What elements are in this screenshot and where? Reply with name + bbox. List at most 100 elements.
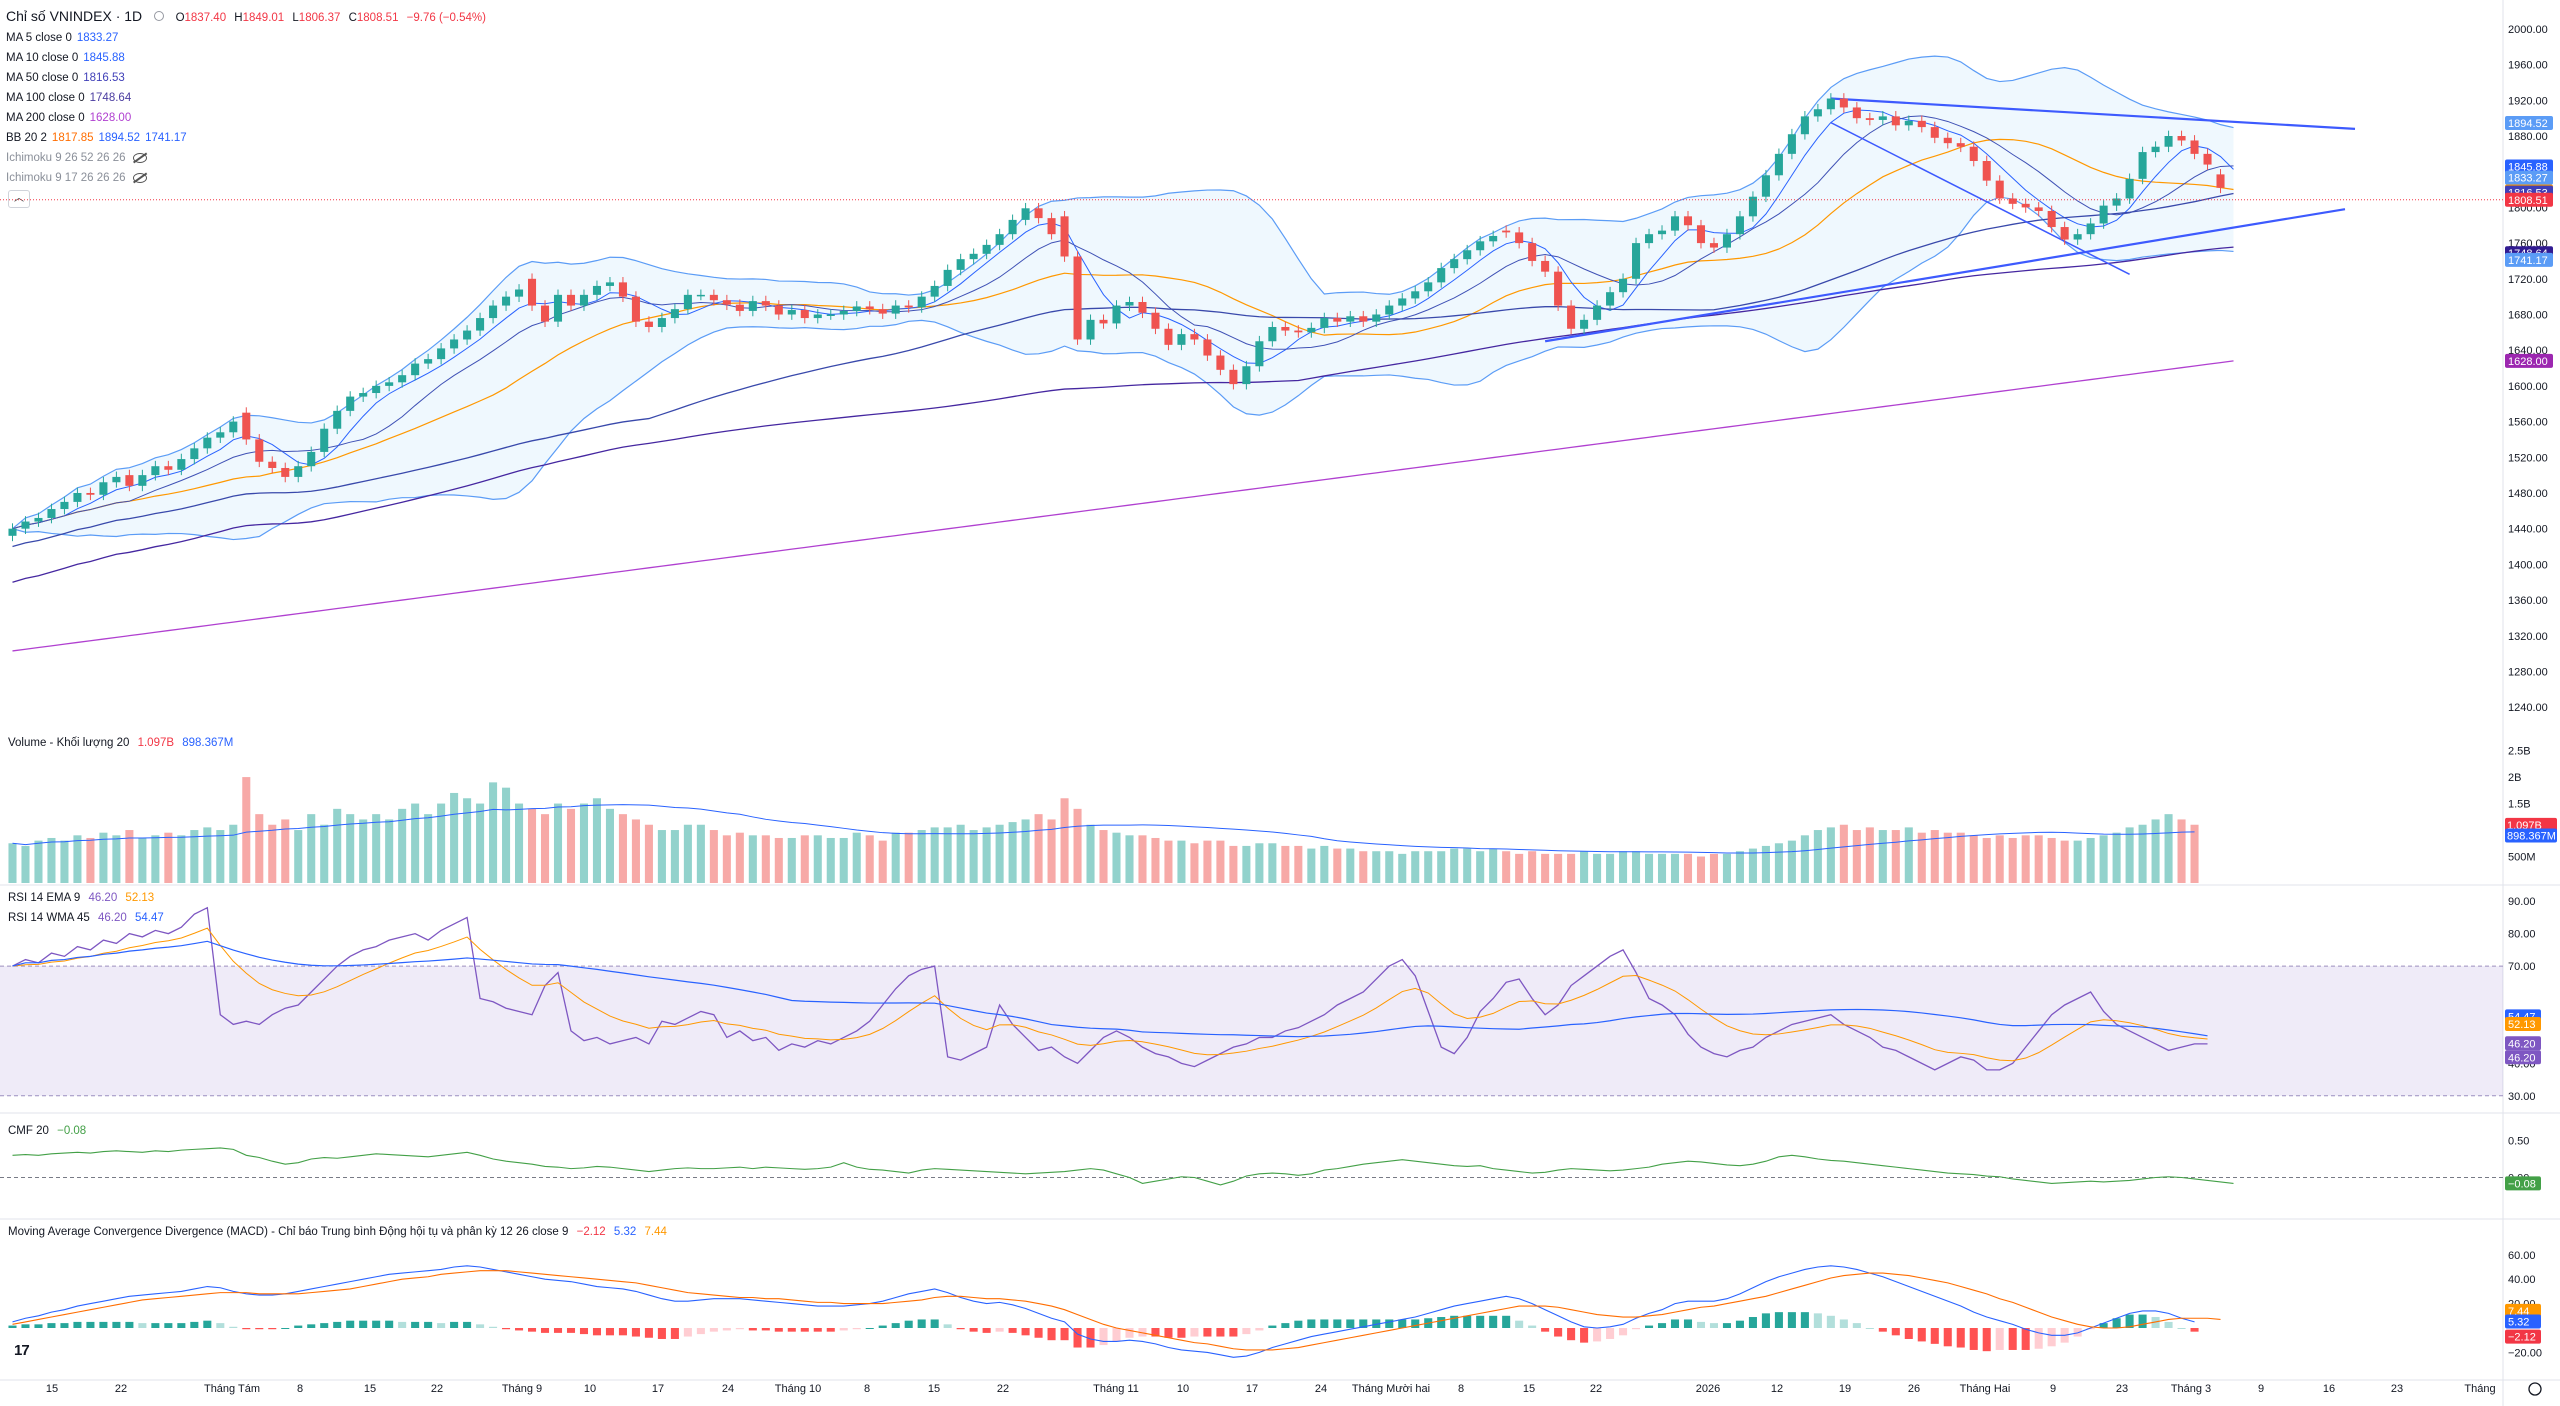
price-axis-label: 1880.00: [2508, 131, 2548, 143]
candle-body: [1878, 116, 1887, 120]
macd-histogram-bar: [1372, 1319, 1381, 1328]
macd-histogram-bar: [1476, 1315, 1485, 1328]
indicator-row[interactable]: MA 5 close 0 1833.27: [6, 28, 491, 48]
candle-body: [73, 492, 82, 502]
macd-histogram-bar: [709, 1328, 718, 1332]
rsi-tag: [2505, 1050, 2541, 1065]
volume-bar: [644, 824, 653, 883]
macd-histogram-bar: [618, 1328, 627, 1336]
rsi-tag: [2505, 1017, 2541, 1032]
candle-body: [1632, 243, 1641, 279]
macd-histogram-bar: [437, 1323, 446, 1328]
macd-histogram-bar: [1826, 1315, 1835, 1328]
indicator-row[interactable]: MA 50 close 0 1816.53: [6, 68, 491, 88]
candle-body: [1437, 268, 1446, 283]
volume-bar: [177, 835, 186, 883]
cmf-line: [12, 1147, 2234, 1186]
candle-body: [1567, 305, 1576, 329]
date-axis-label: 10: [1177, 1383, 1189, 1395]
macd-histogram-bar: [2086, 1328, 2095, 1330]
volume-bar: [1800, 835, 1809, 883]
volume-bar: [995, 824, 1004, 883]
candle-body: [437, 348, 446, 360]
candle-body: [385, 382, 394, 386]
price-axis-label: 1680.00: [2508, 309, 2548, 321]
price-tag: [2505, 192, 2553, 207]
date-axis-label: 17: [1246, 1383, 1258, 1395]
chevron-up-icon[interactable]: ︿: [8, 190, 30, 208]
macd-value-3: 7.44: [644, 1226, 667, 1238]
rsi1-label[interactable]: RSI 14 EMA 9: [8, 892, 81, 904]
volume-bar: [904, 832, 913, 883]
tradingview-logo-icon[interactable]: 17: [14, 1342, 30, 1359]
volume-bar: [502, 787, 511, 883]
rsi2-label[interactable]: RSI 14 WMA 45: [8, 912, 90, 924]
macd-histogram-bar: [1761, 1313, 1770, 1328]
date-axis-label: 15: [46, 1383, 58, 1395]
macd-histogram-bar: [891, 1323, 900, 1328]
candle-body: [177, 459, 186, 470]
macd-histogram-bar: [515, 1328, 524, 1331]
candle-body: [540, 305, 550, 322]
volume-bar: [553, 803, 563, 883]
indicator-row[interactable]: MA 100 close 0 1748.64: [6, 88, 491, 108]
macd-histogram-bar: [190, 1321, 199, 1328]
volume-bar: [1112, 832, 1121, 883]
price-tag: [2505, 159, 2553, 174]
macd-histogram-bar: [333, 1321, 342, 1328]
volume-label[interactable]: Volume - Khối lượng 20: [8, 737, 130, 749]
candle-body: [1021, 208, 1030, 220]
candle-body: [1813, 109, 1822, 117]
candle-body: [1904, 120, 1913, 126]
volume-bar: [2138, 824, 2147, 883]
volume-bar: [1125, 835, 1134, 883]
macd-histogram-bar: [1099, 1328, 1108, 1346]
macd-histogram-bar: [657, 1328, 666, 1339]
candle-body: [709, 294, 718, 301]
cmf-label[interactable]: CMF 20: [8, 1125, 49, 1137]
volume-legend: Volume - Khối lượng 20 1.097B 898.367M: [8, 733, 238, 753]
candle-body: [2112, 198, 2121, 206]
macd-tag: [2505, 1303, 2541, 1318]
date-axis-label: 17: [652, 1383, 664, 1395]
indicator-row[interactable]: MA 10 close 0 1845.88: [6, 48, 491, 68]
candle-body: [696, 294, 705, 297]
macd-histogram-bar: [307, 1324, 316, 1328]
indicator-row[interactable]: BB 20 2 1817.85 1894.52 1741.17: [6, 128, 491, 148]
candle-body: [450, 339, 459, 349]
rsi2-value-2: 54.47: [135, 912, 164, 924]
macd-histogram-bar: [1333, 1319, 1342, 1328]
volume-bar: [657, 830, 666, 883]
volume-bar: [1774, 843, 1783, 883]
candle-body: [1268, 326, 1277, 342]
macd-line: [12, 1265, 2195, 1358]
indicator-value: 1748.64: [89, 92, 132, 104]
volume-bar: [99, 832, 108, 883]
macd-histogram-bar: [1255, 1328, 1264, 1331]
settings-gear-icon: [2528, 1382, 2542, 1396]
rsi-line: [12, 906, 2208, 1071]
bollinger-upper-line: [12, 55, 2234, 530]
indicator-row[interactable]: MA 200 close 0 1628.00: [6, 108, 491, 128]
indicator-row[interactable]: Ichimoku 9 17 26 26 26: [6, 168, 491, 188]
volume-bar: [1657, 853, 1667, 883]
macd-histogram-bar: [1580, 1328, 1589, 1343]
volume-bar: [1865, 827, 1874, 883]
macd-histogram-bar: [1203, 1328, 1212, 1337]
symbol-title[interactable]: Chỉ số VNINDEX · 1D: [6, 8, 143, 24]
macd-histogram-bar: [2073, 1328, 2082, 1337]
eye-off-icon[interactable]: [132, 152, 147, 163]
volume-bar: [255, 814, 264, 883]
indicator-row[interactable]: Ichimoku 9 26 52 26 26: [6, 148, 491, 168]
volume-bar: [878, 840, 887, 883]
volume-bar: [489, 782, 498, 883]
candle-body: [1489, 235, 1498, 242]
candle-body: [1709, 243, 1718, 248]
eye-off-icon[interactable]: [132, 172, 147, 183]
ohlc-close: 1808.51: [356, 12, 399, 24]
macd-label[interactable]: Moving Average Convergence Divergence (M…: [8, 1226, 569, 1238]
rsi-axis-label: 90.00: [2508, 896, 2536, 908]
candle-body: [722, 300, 731, 305]
macd-histogram-bar: [722, 1328, 731, 1331]
